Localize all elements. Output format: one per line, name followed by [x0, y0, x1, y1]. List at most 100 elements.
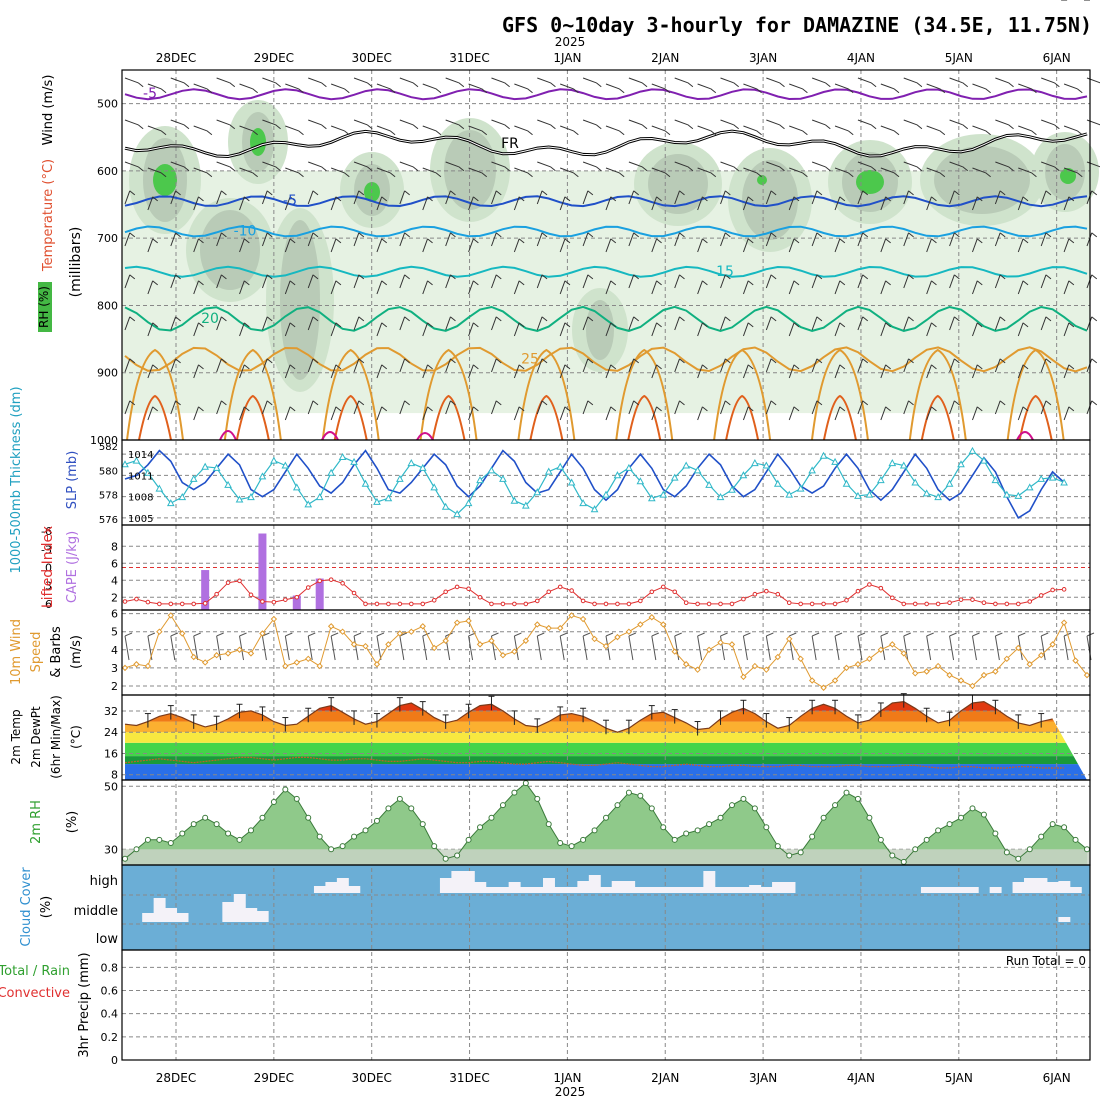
rh-marker [511, 789, 518, 796]
wind-barb-flag [550, 82, 556, 88]
wind-speed-marker [476, 641, 484, 648]
lifted-index-marker [981, 600, 987, 606]
wind-barb [239, 364, 245, 379]
precip-total-label: Total / Rain [0, 964, 70, 979]
date-tick-bottom: 30DEC [351, 1071, 391, 1085]
wind-barb-flag [839, 280, 846, 286]
wind-barb-10m-flag [514, 632, 522, 637]
wind-barb [239, 83, 253, 90]
wind-barb [330, 83, 345, 90]
cloud-bar [176, 913, 189, 922]
thickness-marker [659, 490, 668, 498]
wind-barb [628, 274, 635, 289]
date-tick-top: 30DEC [351, 51, 391, 65]
isotherm-line [124, 265, 1088, 278]
rh-marker [625, 789, 632, 796]
thickness-marker [888, 459, 897, 467]
wind-barb [628, 358, 635, 373]
wind-barb-flag [198, 364, 204, 370]
thickness-marker [1002, 490, 1011, 498]
wind-barb [124, 232, 131, 247]
wind-barb [972, 238, 978, 253]
wind-barb-flag [518, 238, 525, 244]
year-label-bottom: 2025 [555, 1085, 586, 1099]
wind-barb [605, 125, 620, 132]
wind-barb [903, 274, 910, 289]
wind-barb-flag [999, 316, 1006, 322]
thickness-marker [304, 500, 313, 508]
wind-barb-flag [985, 172, 991, 178]
wind-barb-flag [1045, 316, 1052, 322]
wind-barb-10m [353, 635, 359, 661]
lifted-index-marker [844, 597, 849, 603]
wind-barb-flag [587, 232, 594, 238]
wind-barb [536, 316, 543, 331]
wind-barb-flag [221, 190, 227, 196]
rh-marker [477, 824, 484, 831]
wind-barb [903, 119, 918, 126]
wind-speed-marker [602, 642, 610, 650]
wind-barb [994, 274, 1001, 289]
wind-barb-flag [473, 406, 479, 412]
wind-barb [284, 280, 291, 295]
wind-barb [1017, 406, 1024, 421]
wind-barb-flag [229, 82, 236, 88]
wind-barb [651, 83, 666, 90]
wind-barb [949, 190, 955, 205]
cloud-bar [497, 887, 510, 893]
wind-barb-10m [994, 635, 1000, 661]
wind-speed-marker [786, 635, 793, 643]
wind-barb [513, 238, 520, 253]
wind-barb-flag [412, 82, 419, 88]
wind-barb-flag [641, 82, 648, 88]
rh-marker [488, 814, 495, 821]
wind-barb-10m [811, 635, 817, 661]
slp-tick-label: 1014 [128, 450, 153, 461]
wind-barb [994, 316, 1001, 331]
wind-speed-marker [167, 612, 175, 619]
wind-speed-marker [774, 653, 781, 661]
wind-barb-flag [152, 280, 159, 286]
wind-barb-flag [427, 280, 433, 286]
wind-barb-flag [633, 400, 640, 406]
wind-barb [513, 280, 520, 295]
wind-barb-flag [939, 88, 946, 94]
wind-barb-flag [633, 232, 640, 238]
wind-barb [742, 364, 749, 379]
thickness-marker [396, 474, 404, 482]
wind-barb-10m [239, 635, 245, 661]
wind-barb-flag [243, 406, 250, 412]
wind-barb-flag [976, 322, 983, 328]
wind-barb-flag [816, 358, 823, 364]
wind-barb-flag [427, 406, 433, 412]
thickness-marker [453, 510, 461, 518]
wind-barb [788, 196, 795, 211]
wind-barb-flag [702, 364, 708, 370]
wind-barb-flag [243, 238, 250, 244]
rh-contour-70 [648, 154, 708, 214]
wind-barb-flag [473, 322, 479, 328]
precip-tick-label: 0.4 [101, 1008, 119, 1021]
wind-barb [330, 196, 337, 211]
wind-barb [537, 119, 551, 126]
dewpoint-line [124, 756, 1065, 769]
wind-barb-flag [221, 316, 227, 322]
wind-barb-flag [564, 238, 571, 244]
cloud-bar [943, 887, 956, 893]
wind-barb-flag [824, 166, 831, 172]
wind-speed-marker [373, 661, 381, 668]
wind-barb-flag [266, 400, 273, 406]
wind-barb-flag [976, 406, 983, 412]
wind-barb-flag [862, 316, 869, 322]
wind-barb-flag [1054, 166, 1060, 172]
wind-speed-marker [133, 661, 140, 668]
rh-marker [316, 833, 323, 840]
wind-barb-10m-flag [903, 632, 911, 637]
lifted-index-marker [283, 597, 288, 602]
wind-barb-flag [976, 364, 983, 370]
wind-tick-label: 2 [111, 680, 118, 693]
wind-barb-10m [605, 635, 611, 661]
wind-barb [1086, 190, 1093, 205]
rh-marker [1084, 846, 1090, 853]
